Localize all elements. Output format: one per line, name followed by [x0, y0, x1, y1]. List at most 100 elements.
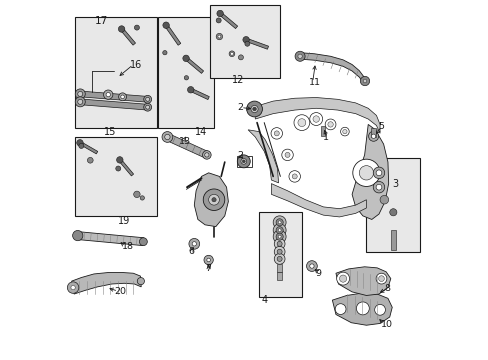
Circle shape [137, 278, 144, 285]
Text: 18: 18 [122, 242, 134, 251]
Circle shape [116, 166, 121, 171]
Circle shape [183, 55, 189, 62]
Bar [371, 128, 375, 137]
Circle shape [288, 171, 300, 182]
Circle shape [119, 93, 126, 101]
Circle shape [375, 273, 386, 284]
Bar [258, 212, 301, 297]
Text: 20: 20 [115, 287, 126, 296]
Circle shape [164, 134, 170, 140]
Circle shape [77, 140, 83, 146]
Circle shape [375, 170, 381, 176]
Circle shape [228, 51, 234, 57]
Circle shape [278, 229, 281, 231]
Text: 14: 14 [195, 127, 207, 136]
Circle shape [276, 219, 283, 226]
Circle shape [241, 158, 246, 164]
Bar [75, 17, 156, 128]
Circle shape [216, 18, 221, 23]
Circle shape [252, 107, 256, 111]
Circle shape [273, 230, 285, 243]
Circle shape [375, 184, 381, 190]
Circle shape [292, 174, 297, 179]
Circle shape [143, 95, 151, 103]
Bar [79, 141, 98, 154]
Circle shape [244, 41, 249, 46]
Polygon shape [335, 267, 390, 296]
Bar [206, 259, 210, 267]
Text: 10: 10 [380, 320, 392, 329]
Circle shape [273, 216, 285, 229]
Circle shape [79, 143, 83, 148]
Circle shape [278, 235, 281, 238]
Circle shape [162, 132, 172, 142]
Circle shape [371, 134, 375, 138]
Circle shape [163, 50, 167, 55]
Circle shape [242, 160, 244, 163]
Circle shape [352, 159, 379, 186]
Circle shape [243, 36, 249, 43]
Circle shape [75, 89, 85, 99]
Circle shape [356, 302, 368, 315]
Circle shape [71, 285, 75, 290]
Circle shape [297, 54, 302, 58]
Circle shape [340, 127, 348, 136]
Circle shape [206, 258, 210, 262]
Circle shape [188, 238, 199, 249]
Circle shape [217, 10, 223, 17]
Circle shape [116, 157, 123, 163]
Circle shape [204, 153, 208, 157]
Circle shape [133, 191, 140, 198]
Polygon shape [80, 91, 147, 102]
Circle shape [106, 93, 110, 97]
Circle shape [75, 97, 85, 107]
Text: 19: 19 [118, 216, 130, 226]
Circle shape [277, 241, 282, 246]
Circle shape [360, 76, 369, 86]
Circle shape [363, 79, 366, 83]
Circle shape [139, 238, 147, 246]
Circle shape [325, 119, 335, 130]
Bar [164, 24, 181, 45]
Circle shape [208, 194, 219, 205]
Text: 5: 5 [377, 122, 383, 131]
Circle shape [294, 51, 305, 61]
Circle shape [274, 253, 285, 264]
Circle shape [297, 119, 305, 127]
Circle shape [276, 233, 283, 240]
Circle shape [274, 246, 285, 257]
Circle shape [274, 238, 285, 249]
Polygon shape [77, 231, 143, 246]
Circle shape [211, 198, 216, 202]
Circle shape [378, 276, 384, 282]
Polygon shape [194, 173, 228, 226]
Text: 9: 9 [315, 269, 321, 278]
Circle shape [134, 25, 139, 30]
Circle shape [203, 255, 213, 265]
Circle shape [274, 131, 279, 136]
Text: 13: 13 [179, 137, 191, 146]
Circle shape [335, 304, 346, 315]
Circle shape [368, 131, 378, 141]
Circle shape [140, 196, 144, 200]
Circle shape [187, 86, 194, 93]
Circle shape [336, 272, 349, 285]
Circle shape [327, 122, 333, 127]
Bar [75, 137, 156, 216]
Bar [190, 88, 209, 100]
Circle shape [202, 150, 211, 159]
Text: 12: 12 [231, 75, 244, 85]
Circle shape [145, 97, 149, 101]
Bar [210, 5, 279, 78]
Circle shape [293, 115, 309, 131]
Circle shape [309, 264, 313, 268]
Circle shape [216, 33, 222, 40]
Circle shape [359, 166, 373, 180]
Circle shape [374, 305, 385, 315]
Circle shape [230, 52, 233, 55]
Bar [184, 57, 203, 73]
Circle shape [306, 261, 317, 271]
Bar [277, 264, 282, 272]
Circle shape [218, 35, 221, 38]
Circle shape [372, 181, 384, 193]
